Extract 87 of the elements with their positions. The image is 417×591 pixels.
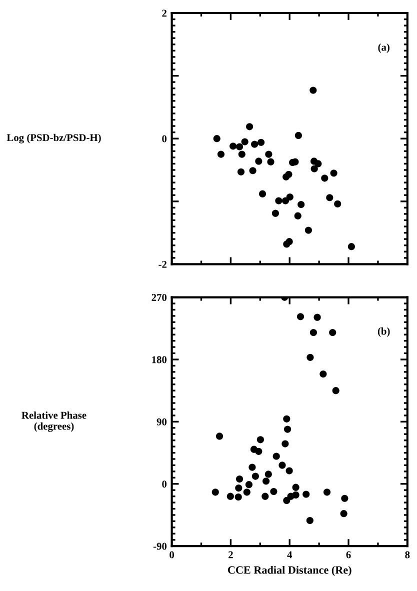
point [329,328,336,336]
point [216,432,224,440]
x-tick-label: 8 [405,551,410,558]
point [283,415,290,422]
point [306,516,314,524]
point [283,496,290,504]
point [258,190,266,198]
point [236,143,244,150]
point [243,488,250,496]
point [245,481,253,488]
point [282,440,289,448]
point [246,123,254,130]
point [310,328,317,336]
x-tick-label: 0 [170,551,174,558]
point [258,138,265,146]
point [341,494,348,502]
point [230,142,237,150]
point [334,200,342,208]
point [262,478,270,485]
point [314,160,322,168]
point [298,200,305,208]
point [340,510,348,518]
annotation: (b) [378,327,390,337]
point [330,170,338,177]
point [226,492,234,500]
y-tick-label: 0 [162,135,167,142]
point [262,492,269,500]
point [235,484,242,492]
point [267,158,274,166]
point [236,476,244,483]
y-tick-label: -90 [153,542,167,550]
point [294,212,302,220]
point [292,484,300,491]
y-tick-label: 0 [162,480,167,488]
point [265,150,272,158]
point [292,491,300,498]
y-axis-title: Log (PSD-bz/PSD-H) [6,134,101,144]
y-tick-label: -2 [158,260,166,268]
point [255,448,262,455]
point [310,86,317,94]
point [270,488,278,496]
x-tick-label: 2 [228,551,233,558]
point [217,150,225,158]
annotation: (a) [378,43,390,53]
point [249,167,256,174]
point [348,243,355,250]
point [310,165,318,172]
point [284,426,292,433]
y-axis-title: Relative Phase (degrees) [22,411,86,432]
x-tick-label: 6 [346,551,351,558]
y-tick-label: 2 [162,10,166,17]
point [304,226,312,234]
point [213,135,220,142]
point [320,370,327,378]
point [241,138,248,146]
point [296,313,304,320]
point [212,488,219,496]
point [251,140,258,148]
point [285,170,292,178]
point [326,194,334,202]
point [321,174,328,182]
point [306,354,314,361]
point [323,488,331,496]
point [248,464,256,471]
y-tick-label: 270 [152,294,167,301]
point [255,158,262,165]
point [294,132,302,139]
x-tick-label: 4 [287,551,292,558]
point [237,168,245,176]
point [272,452,280,460]
point [286,193,294,201]
point [332,387,340,394]
y-tick-label: 180 [152,356,167,364]
point [286,467,293,474]
point [278,462,286,469]
point [314,314,321,321]
point [252,472,259,480]
point [275,197,282,204]
point [256,436,264,444]
point [272,210,280,217]
point [234,493,242,501]
point [264,470,272,478]
point [286,238,293,246]
y-tick-label: 90 [156,418,167,426]
x-axis-title: CCE Radial Distance (Re) [228,566,352,576]
point [238,150,246,158]
point [302,490,310,498]
